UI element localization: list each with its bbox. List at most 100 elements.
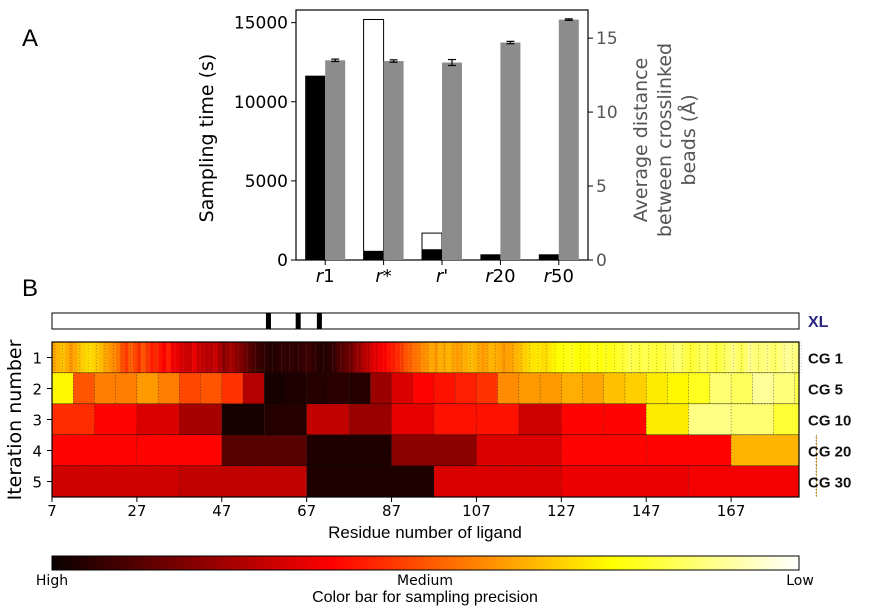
crosslink-mark-0 [265, 313, 271, 329]
heatmap-cell [124, 342, 129, 373]
heatmap-cell [463, 342, 469, 373]
heatmap-cell [645, 403, 690, 436]
heatmap-cell [752, 342, 757, 373]
heatmap-cell [531, 342, 537, 373]
heatmap-cell [730, 372, 753, 405]
heatmap-cell [786, 342, 791, 373]
heatmap-cell [183, 342, 188, 373]
heatmap-cell [157, 372, 180, 405]
colorbar-high-end-label: Low [786, 573, 814, 589]
heatmap-row-label: CG 30 [808, 475, 851, 492]
error-bar-1 [389, 59, 398, 63]
heatmap-cell [773, 372, 796, 405]
heatmap-y-tick-label: 4 [32, 443, 42, 461]
error-bar-3 [506, 40, 515, 45]
bar-sampling_time-0 [305, 75, 326, 261]
heatmap-x-tick-label: 27 [127, 502, 146, 520]
heatmap-cell [370, 342, 375, 373]
heatmap-cell [514, 342, 520, 373]
heatmap-cell [718, 342, 723, 373]
heatmap-row-1 [52, 342, 802, 374]
right-y-tick-label-0: 0 [596, 251, 607, 271]
heatmap-cell [777, 342, 783, 373]
heatmap-cell [81, 342, 87, 373]
error-bar-2 [448, 58, 456, 67]
heatmap-cell [760, 342, 766, 373]
heatmap-cell [391, 434, 477, 467]
heatmap-cells [51, 342, 817, 498]
heatmap-cell [565, 342, 570, 373]
heatmap-cell [497, 372, 520, 405]
bar-crosslink_distance-4 [558, 19, 579, 260]
heatmap-cell [591, 342, 596, 373]
right-y-tick-label-3: 15 [596, 29, 618, 49]
heatmap-cell [624, 372, 647, 405]
panel-b-letter: B [22, 275, 38, 302]
heatmap-cell [688, 372, 711, 405]
heatmap-cell [476, 434, 562, 467]
heatmap-cell [645, 372, 668, 405]
heatmap-cell [242, 372, 265, 405]
heatmap-cell [688, 465, 800, 498]
heatmap-row-labels: CG 1 CG 5 CG 10 CG 20 CG 30 [808, 351, 851, 492]
heatmap-cell [506, 342, 511, 373]
heatmap-cell [310, 342, 316, 373]
heatmap-cell [476, 372, 499, 405]
heatmap-cell [709, 372, 732, 405]
heatmap-cell [391, 403, 435, 436]
x-category-ticks: r1 r* r' r20 r50 [316, 260, 574, 287]
heatmap-cell [518, 403, 562, 436]
right-y-tick-label-1: 5 [596, 177, 607, 197]
heatmap-x-tick-label: 47 [212, 502, 231, 520]
heatmap-cell [582, 342, 587, 373]
heatmap-cell [557, 342, 562, 373]
heatmap-row-label: CG 10 [808, 413, 851, 430]
heatmap-cell [658, 342, 664, 373]
heatmap-cell [454, 372, 477, 405]
heatmap-cell [217, 342, 222, 373]
heatmap-cell [641, 342, 647, 373]
heatmap-x-tick-label: 107 [462, 502, 491, 520]
left-y-tick-label-0: 0 [277, 251, 288, 271]
heatmap-cell [540, 342, 545, 373]
heatmap-cell [348, 372, 371, 405]
heatmap-cell [561, 434, 647, 467]
heatmap-x-tick-label: 147 [632, 502, 661, 520]
heatmap-cell [136, 372, 159, 405]
heatmap-x-tick-label: 127 [547, 502, 576, 520]
heatmap-cell [251, 342, 256, 373]
heatmap-cell [306, 465, 435, 498]
heatmap-x-tick-label: 87 [382, 502, 401, 520]
heatmap-cell [497, 342, 503, 373]
heatmap: XL CG 1 CG 5 CG 10 CG 20 CG 30 1 2 3 4 5 7 27 47 67… [4, 312, 851, 542]
heatmap-cell [107, 342, 112, 373]
left-y-tick-label-1: 5000 [245, 172, 288, 192]
heatmap-cell [361, 342, 367, 373]
heatmap-cell [263, 403, 308, 436]
heatmap-cell [136, 434, 223, 467]
heatmap-cell [561, 465, 690, 498]
heatmap-cell [51, 372, 74, 405]
right-y-axis-label-line2: between crosslinked [654, 43, 676, 237]
heatmap-cell [608, 342, 613, 373]
heatmap-x-axis-label: Residue number of ligand [328, 523, 522, 542]
heatmap-cell [179, 465, 308, 498]
heatmap-cell [221, 434, 308, 467]
heatmap-cell [327, 342, 333, 373]
bar-crosslink_distance-0 [325, 60, 346, 261]
heatmap-cell [561, 403, 605, 436]
heatmap-y-axis-label: Iteration number [4, 339, 26, 500]
crosslink-track [51, 312, 800, 330]
heatmap-cell [476, 403, 520, 436]
heatmap-cell [675, 342, 681, 373]
heatmap-cell [302, 342, 307, 373]
heatmap-row-5 [51, 465, 817, 498]
heatmap-cell [166, 342, 171, 373]
heatmap-cell [523, 342, 528, 373]
bar-sampling_time_total-1 [363, 18, 385, 261]
heatmap-cell [624, 342, 630, 373]
heatmap-cell [472, 342, 477, 373]
heatmap-x-tick-label: 67 [297, 502, 316, 520]
heatmap-cell [285, 342, 290, 373]
heatmap-cell [64, 342, 70, 373]
